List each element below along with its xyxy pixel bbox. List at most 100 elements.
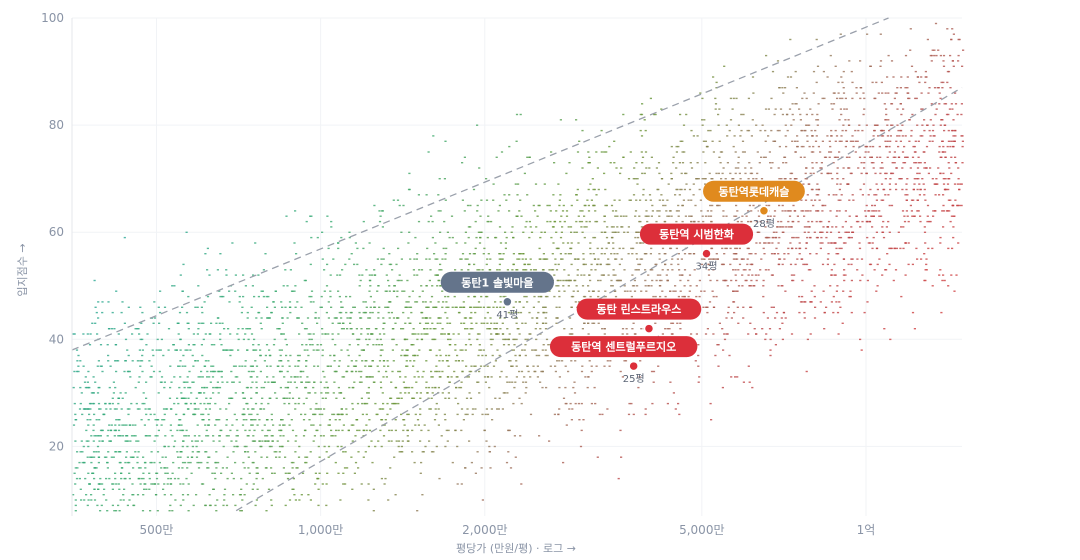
data-point bbox=[427, 429, 430, 432]
data-point bbox=[99, 344, 103, 346]
data-point bbox=[794, 140, 797, 142]
data-point bbox=[499, 295, 502, 298]
data-point bbox=[183, 386, 186, 389]
data-point bbox=[287, 381, 290, 383]
data-point bbox=[910, 129, 913, 132]
data-point bbox=[505, 199, 508, 201]
data-point bbox=[480, 295, 483, 298]
data-point bbox=[419, 397, 422, 399]
data-point bbox=[184, 402, 187, 405]
data-point bbox=[642, 188, 645, 191]
data-point bbox=[83, 461, 86, 464]
data-point bbox=[445, 354, 448, 357]
data-point bbox=[640, 226, 643, 228]
data-point bbox=[455, 242, 458, 244]
data-point bbox=[475, 236, 478, 239]
data-point bbox=[337, 429, 340, 432]
data-point bbox=[462, 306, 465, 308]
data-point bbox=[341, 269, 344, 271]
data-point bbox=[499, 376, 502, 378]
data-point bbox=[337, 247, 340, 250]
data-point bbox=[573, 392, 577, 394]
data-point bbox=[193, 402, 196, 405]
data-point bbox=[169, 386, 172, 389]
data-point bbox=[574, 258, 577, 260]
data-point bbox=[869, 263, 873, 266]
data-point bbox=[733, 311, 736, 314]
data-point bbox=[508, 210, 511, 212]
data-point bbox=[250, 376, 253, 378]
data-point bbox=[924, 70, 927, 73]
data-point bbox=[794, 151, 797, 153]
data-point bbox=[369, 311, 372, 314]
data-point bbox=[568, 162, 571, 164]
data-point bbox=[572, 290, 575, 292]
data-point bbox=[900, 129, 903, 132]
data-point bbox=[566, 242, 570, 244]
data-point bbox=[291, 290, 294, 292]
data-point bbox=[655, 279, 658, 282]
data-point bbox=[94, 467, 97, 469]
data-point bbox=[851, 81, 854, 84]
data-point bbox=[228, 397, 231, 399]
data-point bbox=[473, 306, 476, 308]
data-point bbox=[234, 461, 237, 464]
data-point bbox=[925, 269, 928, 271]
data-point bbox=[619, 172, 622, 175]
data-point bbox=[638, 263, 642, 266]
data-point bbox=[627, 178, 631, 180]
data-point bbox=[532, 306, 535, 308]
data-point bbox=[590, 199, 593, 201]
data-point bbox=[471, 408, 475, 410]
data-point bbox=[182, 483, 185, 485]
data-point bbox=[492, 199, 495, 201]
data-point bbox=[329, 274, 332, 276]
data-point bbox=[612, 226, 615, 228]
data-point bbox=[811, 167, 814, 169]
data-point bbox=[641, 103, 644, 105]
data-point bbox=[902, 247, 905, 250]
data-point bbox=[850, 311, 853, 314]
data-point bbox=[264, 440, 267, 442]
data-point bbox=[513, 338, 516, 341]
data-point bbox=[316, 365, 320, 367]
data-point bbox=[735, 215, 738, 217]
data-point bbox=[305, 461, 308, 464]
data-point bbox=[502, 338, 505, 341]
data-point bbox=[656, 274, 659, 276]
data-point bbox=[780, 226, 783, 228]
data-point bbox=[569, 402, 572, 405]
data-point bbox=[800, 199, 803, 201]
data-point bbox=[836, 311, 840, 314]
data-point bbox=[792, 204, 795, 207]
data-point bbox=[369, 285, 372, 287]
data-point bbox=[528, 333, 531, 335]
data-point bbox=[417, 424, 420, 426]
data-point bbox=[820, 162, 823, 164]
data-point bbox=[745, 279, 748, 282]
data-point bbox=[294, 210, 297, 212]
data-point bbox=[692, 194, 695, 196]
data-point bbox=[225, 435, 228, 437]
data-point bbox=[209, 504, 212, 507]
data-point bbox=[75, 477, 79, 480]
data-point bbox=[138, 408, 141, 410]
data-point bbox=[279, 435, 282, 437]
data-point bbox=[581, 365, 584, 367]
data-point bbox=[252, 483, 255, 485]
data-point bbox=[949, 199, 952, 201]
data-point bbox=[484, 295, 488, 298]
data-point bbox=[729, 247, 732, 250]
data-point bbox=[284, 386, 287, 389]
data-point bbox=[823, 97, 826, 100]
data-point bbox=[206, 376, 209, 378]
data-point bbox=[488, 269, 491, 271]
data-point bbox=[770, 97, 773, 100]
data-point bbox=[262, 269, 265, 271]
data-point bbox=[852, 199, 855, 201]
data-point bbox=[701, 215, 704, 217]
data-point bbox=[297, 402, 300, 405]
data-point bbox=[538, 435, 541, 437]
data-point bbox=[178, 386, 181, 389]
data-point bbox=[597, 295, 600, 298]
